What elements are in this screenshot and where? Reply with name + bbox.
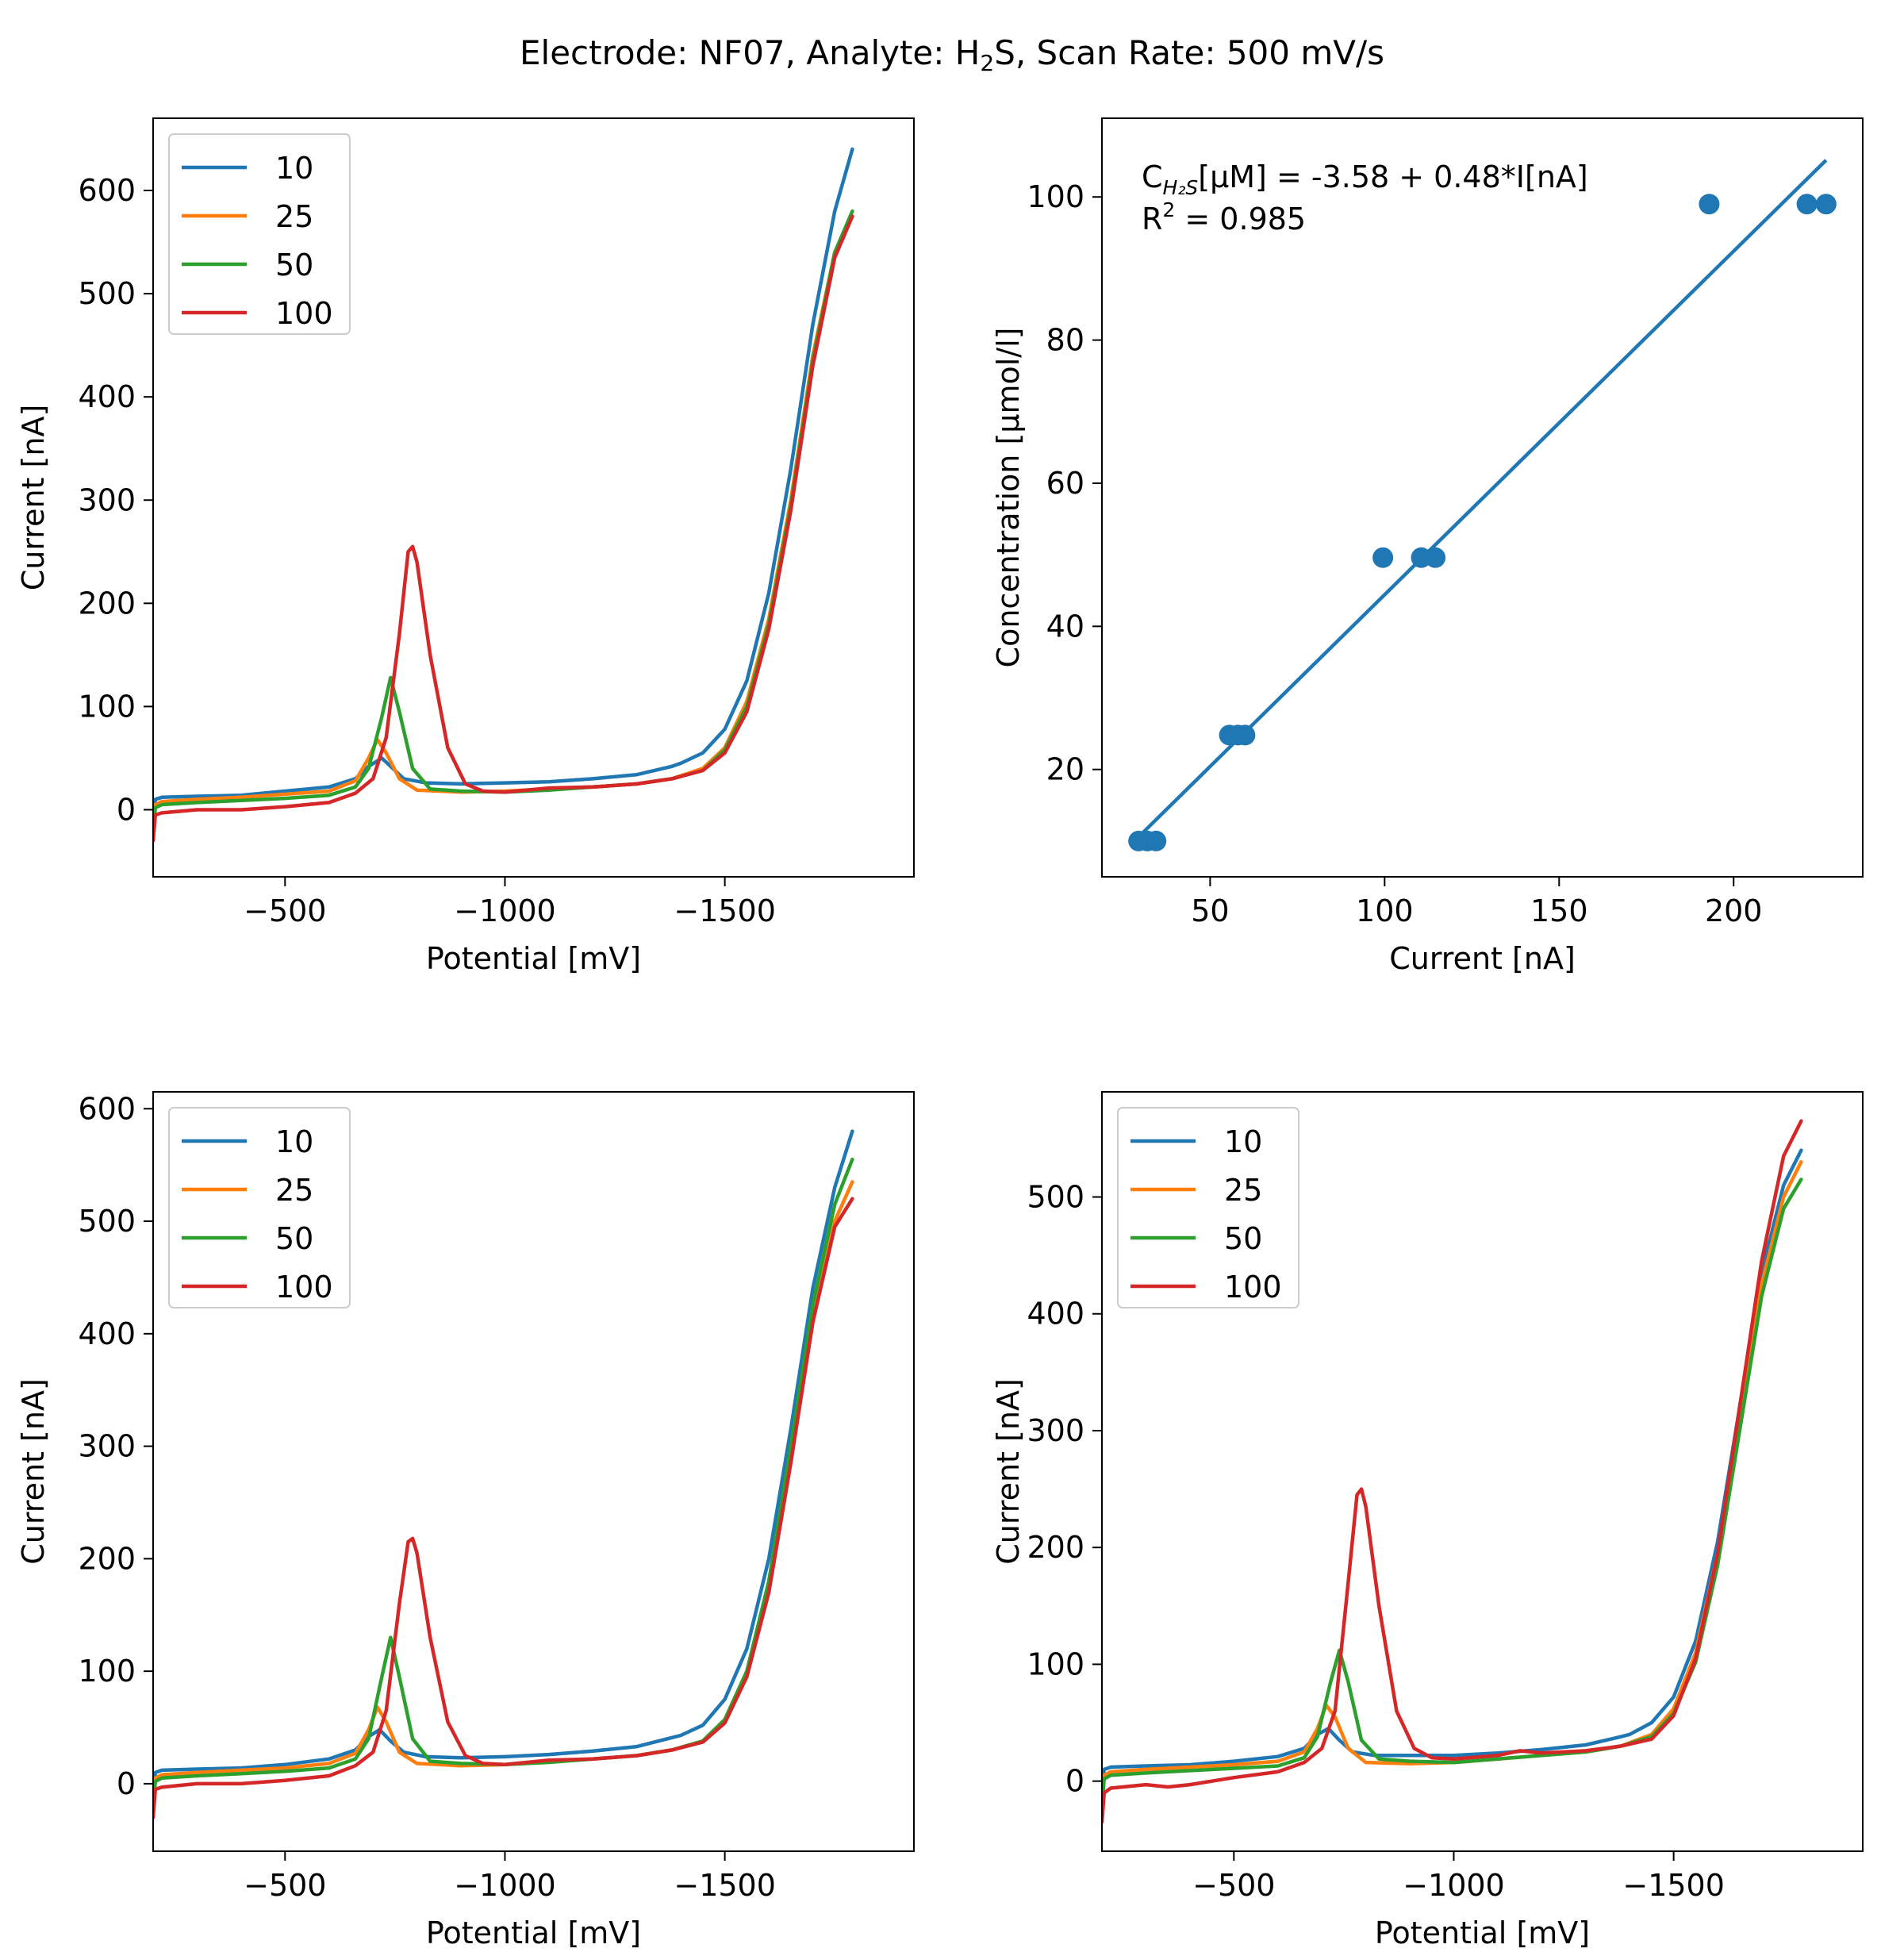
legend-label-10: 10 [1224,1124,1262,1159]
axes-frame [1101,1091,1864,1852]
x-axis-label: Current [nA] [1389,941,1576,976]
calibration-plot: 50 100 150 200 20 40 60 80 100 Current [nA] Concen… [991,117,1864,976]
voltammogram-bottom-left: −500 −1000 −1500 0 100 200 300 400 500 600 Potenti… [16,1091,915,1950]
plot-area [153,1129,854,1819]
series-line-10 [153,1129,854,1797]
axes-frame [152,117,915,878]
x-tick-label: 200 [1705,893,1763,928]
data-point [1146,830,1167,851]
data-point [1699,194,1720,215]
y-tick-label: 0 [117,792,136,827]
x-tick-label: −1500 [1622,1868,1725,1903]
plot-area [1102,1119,1803,1824]
y-tick-label: 500 [1027,1180,1084,1215]
legend-label-10: 10 [275,1124,313,1159]
legend-label-25: 25 [275,1173,313,1208]
legend-label-100: 100 [275,1270,333,1305]
x-axis-label: Potential [mV] [426,941,641,976]
y-tick-label: 80 [1046,323,1084,358]
data-point [1372,547,1394,568]
data-point [1796,194,1818,215]
y-axis-label: Current [nA] [991,1378,1026,1565]
r-squared: R2 = 0.985 [1142,198,1306,236]
x-tick-label: −500 [244,893,326,928]
legend-label-25: 25 [1224,1173,1262,1208]
y-tick-label: 400 [1027,1297,1084,1331]
plot-area [153,147,854,843]
y-tick-label: 600 [78,173,136,208]
y-tick-label: 0 [117,1766,136,1801]
x-axis-label: Potential [mV] [1375,1915,1590,1950]
legend-label-100: 100 [275,296,333,331]
x-tick-label: −1000 [1403,1868,1505,1903]
y-tick-label: 0 [1065,1764,1084,1799]
y-tick-label: 60 [1046,466,1084,501]
y-tick-label: 300 [78,1429,136,1464]
series-line-100 [153,1197,854,1819]
y-tick-label: 20 [1046,752,1084,787]
x-tick-label: −1000 [454,893,556,928]
x-tick-label: −500 [1192,1868,1275,1903]
legend-label-25: 25 [275,199,313,234]
figure-title: Electrode: NF07, Analyte: H2S, Scan Rate… [519,33,1385,76]
y-tick-label: 400 [78,379,136,414]
series-line-100 [1102,1119,1803,1824]
x-tick-label: 100 [1356,893,1414,928]
y-tick-label: 500 [78,1204,136,1239]
x-tick-label: −500 [244,1868,326,1903]
legend-box [168,1107,351,1308]
y-tick-label: 300 [78,482,136,517]
legend-box [1117,1107,1299,1308]
series-line-50 [153,1157,854,1808]
y-tick-label: 40 [1046,609,1084,644]
legend: 10 25 50 100 [168,133,351,335]
x-axis-label: Potential [mV] [426,1915,641,1950]
y-tick-label: 500 [78,276,136,311]
legend-label-100: 100 [1224,1270,1282,1305]
y-tick-label: 200 [1027,1530,1084,1565]
data-point [1815,194,1837,215]
legend: 10 25 50 100 [1117,1107,1299,1308]
fit-equation: CH₂S[µM] = -3.58 + 0.48*I[nA] [1142,159,1588,199]
x-tick-label: 50 [1191,893,1229,928]
y-axis-label: Current [nA] [16,405,51,591]
axes-frame [1101,117,1864,878]
y-tick-label: 200 [78,1541,136,1576]
y-tick-label: 100 [1027,1647,1084,1681]
y-tick-label: 300 [1027,1413,1084,1448]
x-tick-label: 150 [1530,893,1588,928]
data-point [1234,724,1256,746]
axes-frame [152,1091,915,1852]
voltammogram-bottom-right: −500 −1000 −1500 0 100 200 300 400 500 Potential … [991,1091,1864,1950]
x-tick-label: −1000 [454,1868,556,1903]
legend-label-50: 50 [1224,1221,1262,1256]
series-line-100 [153,214,854,843]
plot-area [1128,159,1837,851]
x-tick-label: −1500 [674,893,776,928]
y-tick-label: 100 [78,1654,136,1689]
series-line-10 [1102,1148,1803,1795]
y-axis-label: Concentration [µmol/l] [991,328,1026,668]
legend-label-10: 10 [275,151,313,186]
voltammogram-top-left: −500 −1000 −1500 0 100 200 300 400 500 600 Potenti… [16,117,915,976]
y-tick-label: 400 [78,1316,136,1351]
legend-label-50: 50 [275,248,313,282]
x-tick-label: −1500 [674,1868,776,1903]
y-tick-label: 100 [78,689,136,724]
series-line-10 [153,147,854,822]
y-axis-label: Current [nA] [16,1378,51,1565]
legend-box [168,133,351,335]
legend: 10 25 50 100 [168,1107,351,1308]
legend-label-50: 50 [275,1221,313,1256]
fit-line [1137,159,1828,839]
y-tick-label: 100 [1027,179,1084,214]
y-tick-label: 600 [78,1091,136,1126]
y-tick-label: 200 [78,586,136,621]
data-point [1425,547,1446,568]
